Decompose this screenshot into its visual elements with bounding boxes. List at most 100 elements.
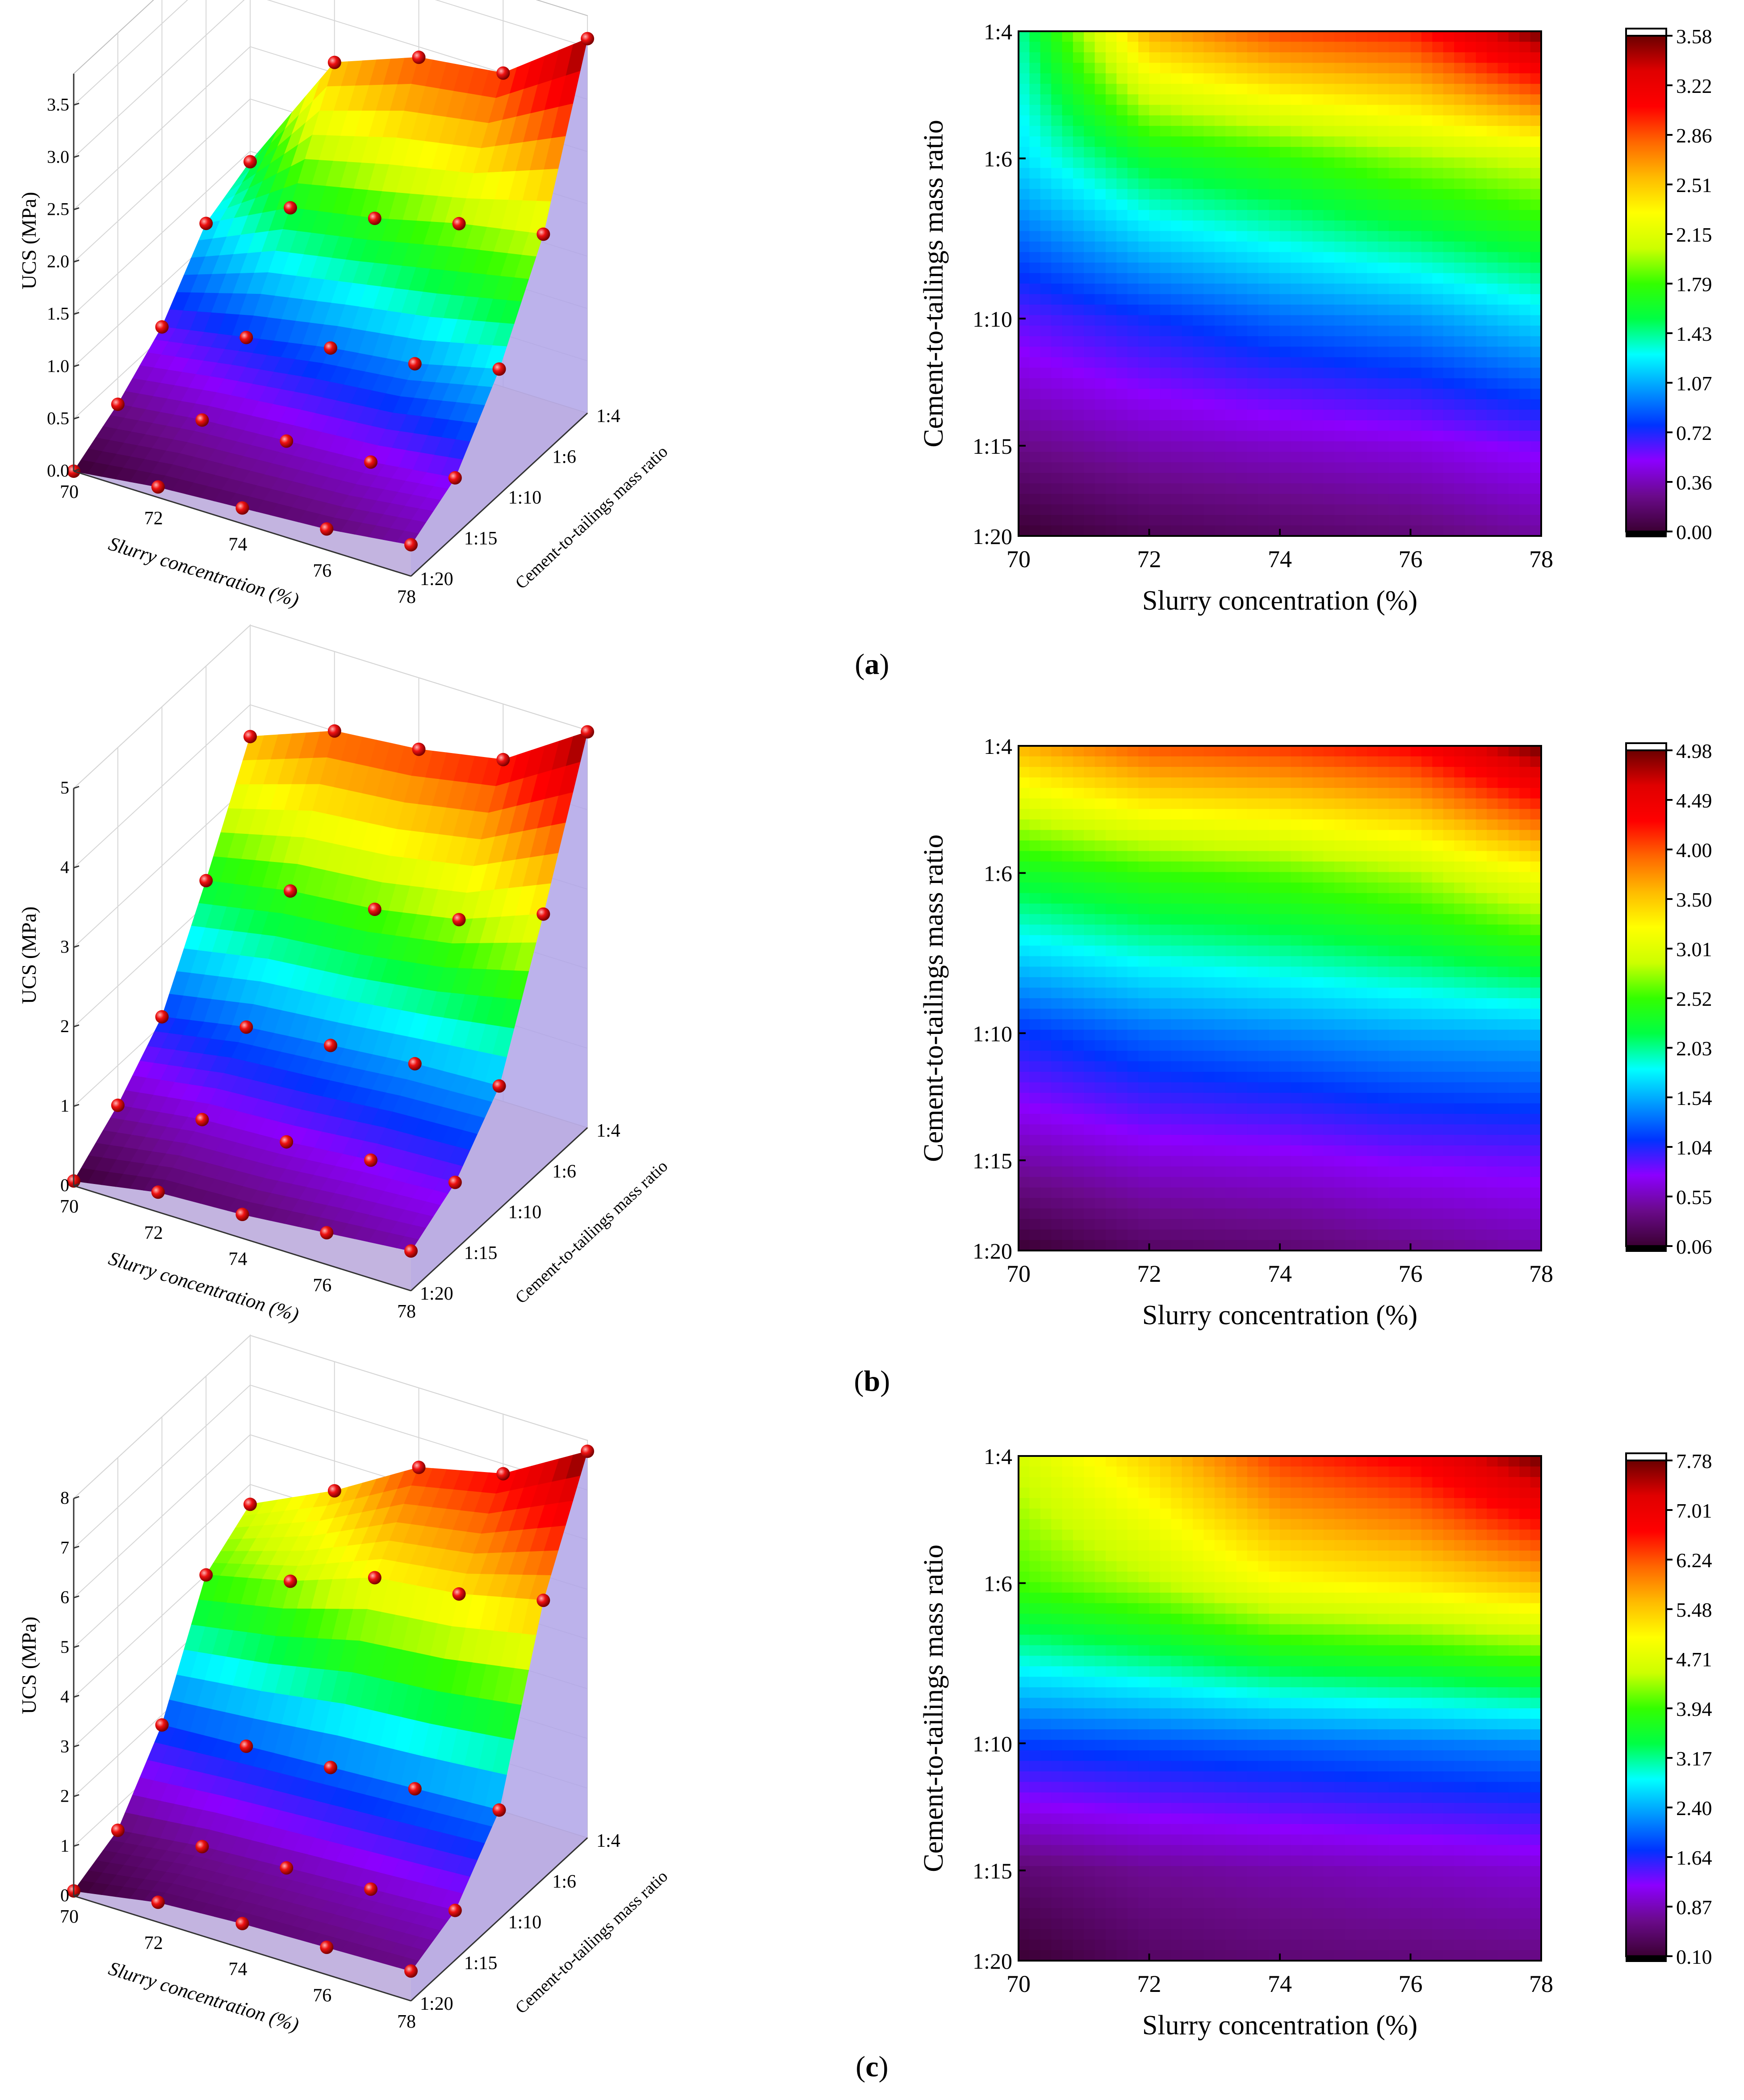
contour-cell (1269, 241, 1280, 253)
contour-cell (1084, 504, 1095, 515)
contour-cell (1106, 1166, 1117, 1178)
contour-cell (1160, 168, 1172, 179)
contour-cell (1094, 210, 1106, 221)
contour-cell (1432, 389, 1444, 400)
contour-cell (1214, 987, 1226, 999)
contour-cell (1291, 241, 1302, 253)
contour-cell (1291, 315, 1302, 326)
contour-cell (1519, 1040, 1531, 1051)
contour-cell (1073, 241, 1085, 253)
contour-cell (1312, 431, 1324, 442)
contour-cell (1106, 220, 1117, 232)
contour-cell (1149, 1177, 1161, 1188)
contour-cell (1312, 326, 1324, 337)
contour-cell (1378, 830, 1389, 841)
contour-cell (1312, 1113, 1324, 1125)
contour-cell (1160, 893, 1172, 904)
contour-cell (1454, 987, 1466, 999)
contour-cell (1421, 431, 1433, 442)
contour-cell (1203, 294, 1215, 305)
contour-cell (1301, 220, 1313, 232)
contour-cell (1378, 935, 1389, 946)
contour-cell (1519, 105, 1531, 116)
contour-cell (1203, 977, 1215, 988)
contour-cell (1487, 473, 1498, 484)
contour-cell (1443, 357, 1455, 368)
contour-cell (1443, 115, 1455, 126)
contour-cell (1214, 1019, 1226, 1030)
contour-cell (1258, 294, 1270, 305)
contour-cell (1301, 431, 1313, 442)
contour-cell (1127, 210, 1139, 221)
contour-cell (1094, 515, 1106, 526)
contour-cell (1280, 73, 1291, 84)
contour-cell (1487, 357, 1498, 368)
contour-cell (1465, 273, 1476, 284)
contour-cell (1149, 368, 1161, 379)
contour-cell (1323, 189, 1335, 200)
contour-cell (1106, 893, 1117, 904)
contour-cell (1225, 389, 1237, 400)
contour-cell (1106, 1145, 1117, 1157)
contour-cell (1160, 347, 1172, 358)
contour-cell (1530, 136, 1542, 147)
contour-cell (1247, 94, 1259, 105)
contour-cell (1149, 73, 1161, 84)
contour-cell (1280, 31, 1291, 42)
contour-cell (1334, 220, 1346, 232)
contour-cell (1094, 157, 1106, 168)
contour-cell (1367, 136, 1379, 147)
contour-cell (1127, 494, 1139, 505)
contour-cell (1106, 210, 1117, 221)
contour-cell (1301, 199, 1313, 211)
contour-cell (1519, 389, 1531, 400)
contour-cell (1160, 84, 1172, 95)
contour-cell (1508, 357, 1520, 368)
contour-cell (1497, 777, 1509, 789)
contour-cell (1193, 798, 1204, 810)
contour-cell (1106, 504, 1117, 515)
contour-cell (1312, 987, 1324, 999)
contour-cell (1062, 157, 1073, 168)
contour-cell (1019, 893, 1030, 904)
contour-cell (1443, 294, 1455, 305)
contour-cell (1171, 883, 1182, 894)
contour-cell (1269, 1166, 1280, 1178)
contour-cell (1400, 935, 1411, 946)
x3d-tick-label: 74 (229, 535, 247, 555)
contour-cell (1432, 525, 1444, 536)
contour-cell (1106, 966, 1117, 978)
contour-cell (1062, 956, 1073, 967)
contour-cell (1508, 178, 1520, 190)
contour-cell (1127, 861, 1139, 873)
contour-cell (1116, 273, 1128, 284)
contour-cell (1367, 851, 1379, 862)
contour-cell (1138, 52, 1150, 63)
contour-cell (1203, 252, 1215, 263)
contour-cell (1367, 504, 1379, 515)
contour-cell (1062, 284, 1073, 295)
contour-cell (1062, 756, 1073, 767)
contour-cell (1149, 1092, 1161, 1104)
contour-cell (1051, 1103, 1063, 1114)
contour-cell (1497, 1029, 1509, 1041)
contour-cell (1182, 284, 1193, 295)
contour-cell (1116, 1103, 1128, 1114)
contour-cell (1410, 987, 1422, 999)
contour-cell (1323, 431, 1335, 442)
contour-cell (1421, 1082, 1433, 1093)
contour-cell (1367, 1145, 1379, 1157)
contour-cell (1029, 966, 1041, 978)
contour-cell (1029, 956, 1041, 967)
contour-cell (1084, 378, 1095, 389)
contour-cell (1258, 63, 1270, 74)
contour-cell (1345, 410, 1357, 421)
contour-cell (1247, 830, 1259, 841)
contour-cell (1029, 998, 1041, 1009)
contour-cell (1432, 284, 1444, 295)
data-point (195, 413, 209, 427)
contour-cell (1193, 125, 1204, 137)
contour-cell (1084, 189, 1095, 200)
contour-cell (1029, 756, 1041, 767)
contour-cell (1432, 231, 1444, 242)
